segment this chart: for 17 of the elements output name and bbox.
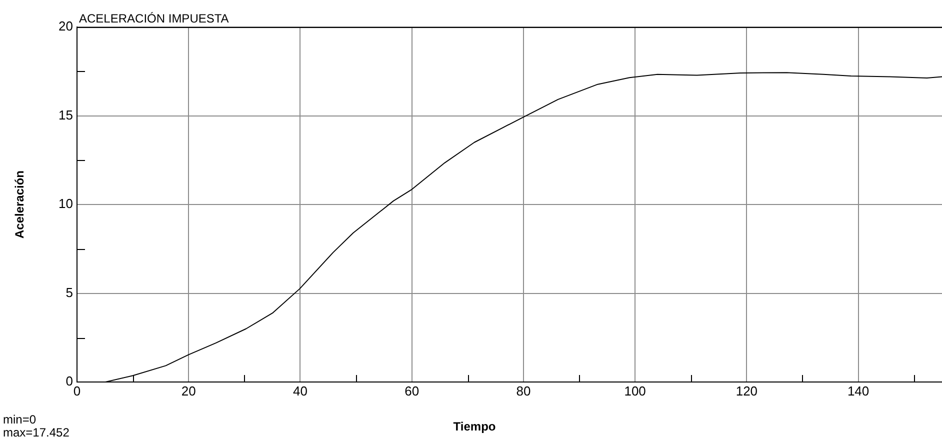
y-tick-label: 0 <box>66 374 73 389</box>
x-tick-label: 120 <box>736 383 758 398</box>
x-axis-title: Tiempo <box>453 419 496 434</box>
text: min=0 <box>3 412 36 426</box>
x-tick-label: 80 <box>516 383 531 398</box>
x-tick-label: 20 <box>181 383 196 398</box>
y-tick-label: 5 <box>66 284 73 300</box>
x-tick-label: 40 <box>292 383 308 398</box>
y-axis-title: Aceleración <box>12 170 26 239</box>
y-tick-label: 10 <box>58 196 73 212</box>
chart-title: ACELERACIÓN IMPUESTA <box>79 11 229 26</box>
x-tick-label: 60 <box>404 383 420 398</box>
y-tick-label: 20 <box>58 18 73 34</box>
x-tick-label: 140 <box>847 383 870 398</box>
y-tick-label: 15 <box>58 107 73 122</box>
text: max=17.452 <box>3 425 70 440</box>
x-tick-label: 100 <box>624 383 646 398</box>
